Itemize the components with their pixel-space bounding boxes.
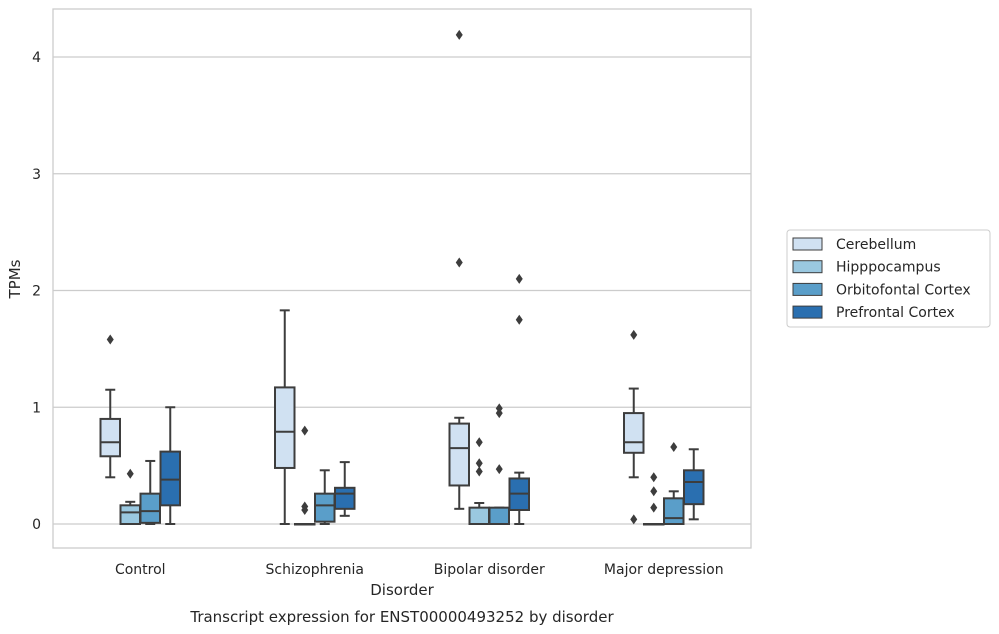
box-group <box>119 468 141 526</box>
box <box>488 506 510 525</box>
box-group <box>314 469 336 525</box>
outlier-point <box>475 466 483 477</box>
box-group <box>334 461 356 517</box>
outlier-point <box>495 403 503 414</box>
legend-swatch <box>792 260 823 274</box>
box <box>683 469 705 506</box>
box-group <box>663 441 685 526</box>
legend-swatch <box>792 305 823 319</box>
box <box>99 417 121 458</box>
box <box>448 422 470 487</box>
box <box>274 386 296 469</box>
box-group <box>468 437 490 525</box>
chart-title: Transcript expression for ENST0000049325… <box>189 608 614 626</box>
outlier-point <box>630 329 638 340</box>
y-tick-label: 3 <box>32 167 41 183</box>
outlier-point <box>515 314 523 325</box>
box <box>468 506 490 525</box>
box <box>334 486 356 510</box>
outlier-point <box>301 425 309 436</box>
box-group <box>99 334 121 479</box>
box <box>119 504 141 526</box>
x-tick-label: Schizophrenia <box>266 562 364 578</box>
outlier-point <box>301 501 309 512</box>
legend-swatch <box>792 282 823 296</box>
y-tick-label: 2 <box>32 284 41 300</box>
y-tick-label: 0 <box>32 517 41 533</box>
box-group <box>139 459 161 525</box>
box-group <box>448 29 470 510</box>
legend-swatch <box>792 237 823 251</box>
outlier-point <box>475 437 483 448</box>
legend: Cerebellum Hipppocampus Orbitofontal Corte… <box>786 229 991 328</box>
outlier-point <box>630 514 638 525</box>
box-group <box>643 472 665 526</box>
legend-frame <box>786 229 991 328</box>
plot-area-frame <box>52 8 752 549</box>
legend-label: Orbitofontal Cortex <box>836 282 971 298</box>
box-plot-marks <box>99 29 705 526</box>
x-axis-title: Disorder <box>370 581 434 599</box>
outlier-point <box>475 458 483 469</box>
box <box>314 492 336 523</box>
grid-lines <box>53 56 751 525</box>
box <box>663 497 685 526</box>
outlier-point <box>650 502 658 513</box>
outlier-point <box>650 486 658 497</box>
box <box>159 450 181 507</box>
outlier-point <box>650 472 658 483</box>
x-tick-label: Major depression <box>604 562 724 578</box>
box-group <box>159 406 181 525</box>
outlier-point <box>106 334 114 345</box>
box-group <box>488 403 510 525</box>
outlier-point <box>515 273 523 284</box>
x-tick-label: Bipolar disorder <box>434 562 545 578</box>
x-axis-ticks: Control Schizophrenia Bipolar disorder Majo… <box>115 562 724 578</box>
outlier-point <box>495 464 503 475</box>
box-group <box>294 425 316 526</box>
outlier-point <box>455 257 463 268</box>
box <box>623 412 645 454</box>
outlier-point <box>126 468 134 479</box>
legend-label: Hipppocampus <box>836 260 941 276</box>
outlier-point <box>670 441 678 452</box>
x-tick-label: Control <box>115 562 166 578</box>
box <box>139 492 161 524</box>
y-axis-title: TPMs <box>6 259 24 299</box>
y-axis-ticks: 0 1 2 3 4 <box>32 50 41 533</box>
legend-label: Cerebellum <box>836 237 916 253</box>
y-tick-label: 4 <box>32 50 41 66</box>
box-group <box>683 448 705 521</box>
legend-label: Prefrontal Cortex <box>836 305 955 321</box>
y-tick-label: 1 <box>32 400 41 416</box>
box-group <box>274 309 296 525</box>
outlier-point <box>455 29 463 40</box>
box-group <box>508 273 530 525</box>
box-group <box>623 329 645 525</box>
